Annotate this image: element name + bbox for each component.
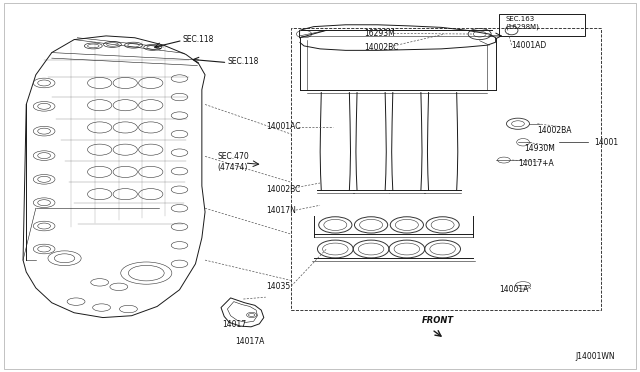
Text: 14001A: 14001A — [499, 285, 528, 294]
Text: 14002BC: 14002BC — [266, 185, 300, 194]
Bar — [291, 29, 601, 310]
Text: SEC.470
(47474): SEC.470 (47474) — [218, 152, 250, 171]
Text: 14002BA: 14002BA — [537, 126, 572, 135]
Text: 14001AD: 14001AD — [511, 41, 547, 50]
Text: 14017N: 14017N — [266, 206, 296, 215]
Text: SEC.163
(16298M): SEC.163 (16298M) — [505, 16, 539, 30]
Text: SEC.118: SEC.118 — [182, 35, 214, 44]
Text: 14930M: 14930M — [524, 144, 556, 153]
Text: J14001WN: J14001WN — [575, 352, 615, 361]
Text: 14001AC: 14001AC — [266, 122, 300, 131]
Text: SEC.118: SEC.118 — [227, 57, 259, 66]
Text: 14017+A: 14017+A — [518, 159, 554, 168]
Text: 14017: 14017 — [221, 321, 246, 330]
Text: FRONT: FRONT — [422, 316, 454, 325]
Text: 14035: 14035 — [266, 282, 290, 291]
Text: 14017A: 14017A — [235, 337, 264, 346]
Text: 16293M: 16293M — [365, 29, 396, 38]
Bar — [499, 14, 585, 36]
Text: 14002BC: 14002BC — [365, 42, 399, 51]
Text: 14001: 14001 — [595, 138, 619, 147]
